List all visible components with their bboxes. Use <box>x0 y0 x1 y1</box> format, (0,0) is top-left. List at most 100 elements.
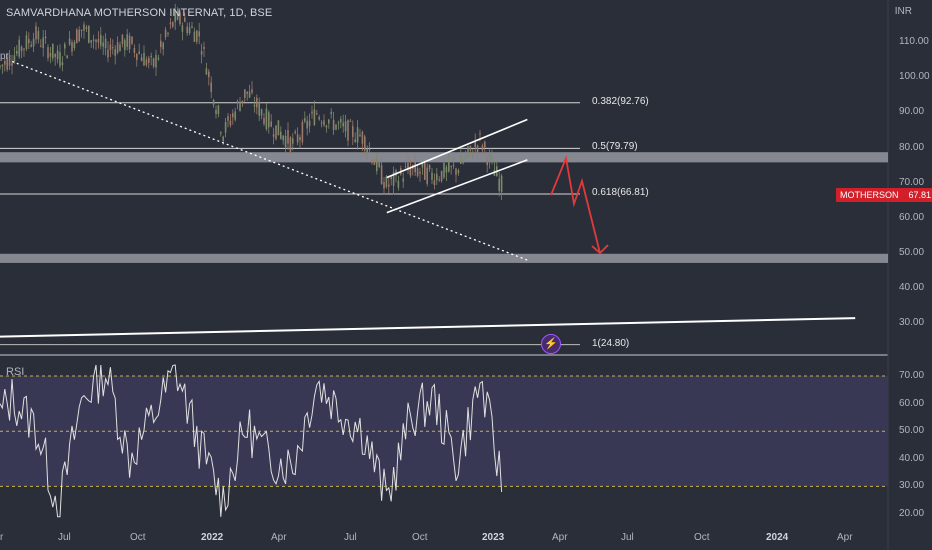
x-tick-label: Oct <box>130 532 146 543</box>
price-candle <box>344 121 347 132</box>
currency-label: INR <box>894 6 912 17</box>
price-candle <box>164 29 167 38</box>
price-candle <box>270 121 272 127</box>
price-candle <box>30 44 32 47</box>
price-candle <box>97 39 100 43</box>
price-candle <box>361 131 364 144</box>
price-candle <box>64 44 66 49</box>
price-candle <box>49 53 52 57</box>
price-candle <box>95 39 97 43</box>
dotted-trendline <box>11 60 528 261</box>
price-candle <box>227 116 229 121</box>
price-candle <box>200 51 203 55</box>
price-candle <box>380 165 383 185</box>
price-tick-label: 70.00 <box>899 176 925 188</box>
price-candle <box>294 131 296 134</box>
projection-arrowhead <box>591 244 609 255</box>
price-candle <box>479 133 481 135</box>
rsi-tick-label: 30.00 <box>899 480 925 492</box>
x-tick-label: 2022 <box>201 532 224 543</box>
price-candle <box>289 137 292 152</box>
rsi-tick-label: 50.00 <box>899 425 925 437</box>
price-candle <box>265 108 268 130</box>
price-candle <box>68 38 71 45</box>
price-candle <box>335 124 337 130</box>
price-candle <box>222 136 224 142</box>
price-candle <box>1 64 4 67</box>
x-tick-label: Jul <box>58 532 71 543</box>
price-candle <box>366 149 368 154</box>
price-candle <box>304 118 306 122</box>
price-candle <box>217 105 220 115</box>
price-candle <box>337 122 340 124</box>
price-candle <box>232 113 234 118</box>
fib-label: 0.5(79.79) <box>592 141 638 153</box>
price-candle <box>205 68 208 75</box>
price-candle <box>25 35 28 49</box>
price-candle <box>438 179 440 181</box>
price-candle <box>457 170 460 173</box>
price-candle <box>179 12 181 24</box>
price-candle <box>292 138 294 144</box>
price-candle <box>155 54 157 68</box>
price-candle <box>342 122 344 127</box>
price-candle <box>186 26 188 34</box>
price-candle <box>385 176 388 187</box>
price-candle <box>347 120 349 141</box>
price-candle <box>85 27 88 29</box>
price-candle <box>174 10 176 22</box>
x-tick-label: 2023 <box>482 532 505 543</box>
price-candle <box>284 135 287 148</box>
x-tick-label: r <box>0 532 4 543</box>
price-candle <box>126 34 128 47</box>
rsi-line <box>0 364 503 518</box>
price-candle <box>287 130 289 144</box>
price-tick-label: 90.00 <box>899 106 925 118</box>
fib-label: 0.382(92.76) <box>592 95 649 107</box>
rsi-tick-label: 60.00 <box>899 397 925 409</box>
price-candle <box>376 155 378 171</box>
price-candle <box>258 102 260 116</box>
x-tick-label: 2024 <box>766 532 789 543</box>
price-tick-label: 50.00 <box>899 247 925 259</box>
price-candle <box>160 40 162 48</box>
price-candle <box>364 136 366 151</box>
price-candle <box>11 63 13 66</box>
price-candle <box>236 101 239 103</box>
price-candle <box>244 89 246 98</box>
price-candle <box>402 178 404 182</box>
price-candle <box>469 145 472 151</box>
price-candle <box>8 54 11 66</box>
price-candle <box>210 82 212 93</box>
price-candle <box>323 120 325 126</box>
price-candle <box>191 26 193 28</box>
price-candle <box>229 120 232 126</box>
price-candle <box>383 182 385 189</box>
price-candle <box>145 59 148 65</box>
price-candle <box>44 36 47 39</box>
price-candle <box>404 166 407 168</box>
fib-label: 1(24.80) <box>592 337 630 349</box>
rsi-tick-label: 70.00 <box>899 370 925 381</box>
lightning-icon[interactable]: ⚡ <box>541 334 561 354</box>
last-price-badge[interactable]: MOTHERSON 67.81 <box>836 188 932 202</box>
x-tick-label: Oct <box>694 532 710 543</box>
long-trendline <box>0 317 856 338</box>
price-candle <box>6 57 8 70</box>
price-candle <box>419 171 421 174</box>
price-candle <box>296 134 299 143</box>
price-candle <box>140 57 143 62</box>
price-candle <box>224 121 227 133</box>
price-candle <box>448 161 450 172</box>
price-candle <box>277 120 280 136</box>
price-candle <box>157 57 160 60</box>
price-candle <box>388 184 390 187</box>
price-candle <box>272 134 275 137</box>
price-candle <box>193 31 196 42</box>
price-candle <box>16 50 18 54</box>
price-candle <box>100 34 102 46</box>
price-candle <box>203 46 205 49</box>
price-candle <box>119 44 121 52</box>
support-zone <box>0 253 888 263</box>
